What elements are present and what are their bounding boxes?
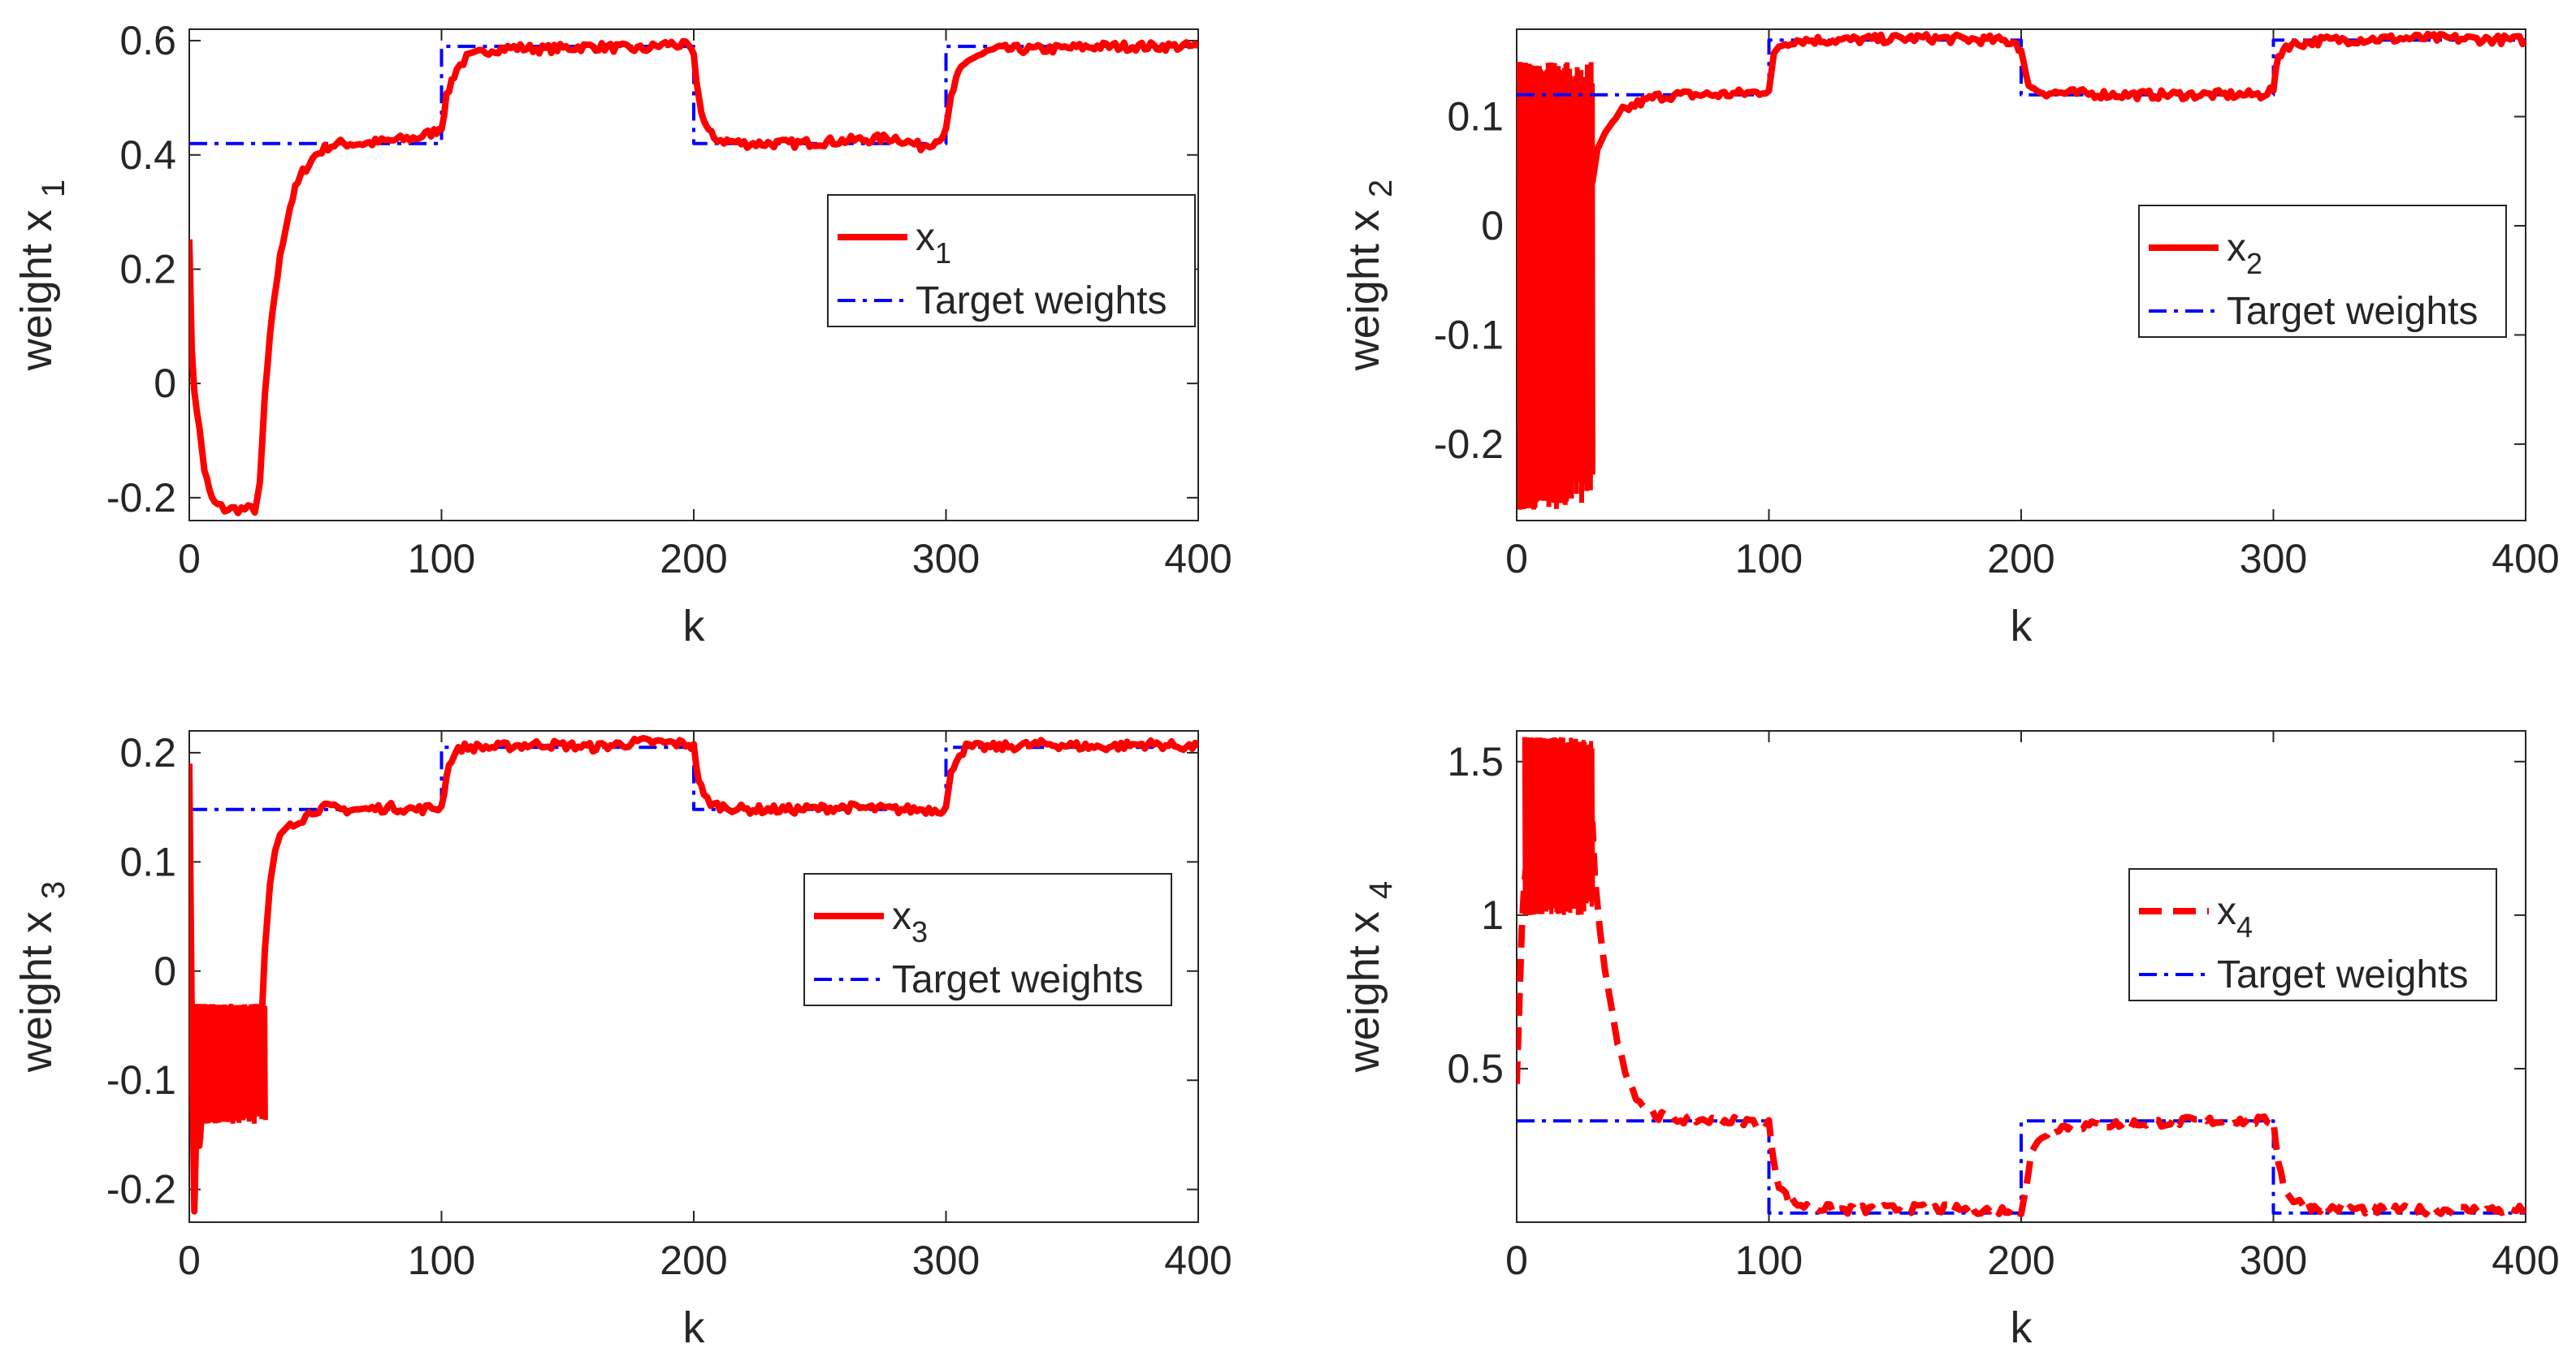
y-tick-label: 0.1 [119,839,176,884]
plot-content [189,735,1198,1215]
legend-label-main: Target weights [916,279,1167,322]
legend-label: Target weights [2227,290,2479,333]
legend-label: Target weights [916,279,1167,322]
y-tick-label: 1.5 [1447,739,1504,784]
legend: x4 Target weights [2128,868,2497,1001]
legend-label-sub: 2 [2246,247,2262,280]
x-tick-label: 100 [408,1238,475,1283]
y-tick-label: 0.1 [1447,94,1504,140]
series-line-x3 [189,735,1198,1215]
legend-label: Target weights [2217,953,2469,996]
y-axis-label: weight x 1 [12,179,71,371]
x-tick-label: 0 [178,536,201,581]
x-tick-label: 300 [2240,536,2307,581]
legend-label-main: x [2227,227,2246,270]
y-tick-label: 1 [1481,892,1504,938]
y-tick-label: 0 [154,361,176,406]
plot-content [1517,30,2526,510]
oscillation-band [1522,737,1595,915]
legend-label: x3 [892,895,928,949]
series-line-x1 [189,37,1198,516]
x-tick-label: 0 [178,1238,201,1283]
legend-label-main: Target weights [892,958,1144,1001]
y-tick-label: 0.4 [119,132,176,178]
x-tick-label: 0 [1505,536,1528,581]
legend-label-main: x [2217,890,2236,933]
x-tick-label: 200 [1987,1238,2054,1283]
x-tick-label: 400 [2492,536,2559,581]
series-line-x2 [1517,30,2526,186]
series-line-x4 [1517,819,2526,1218]
legend-box [803,873,1172,1006]
y-tick-label: -0.2 [106,475,176,521]
legend-box [827,194,1196,327]
y-tick-label: 0.2 [119,730,176,776]
y-tick-label: -0.2 [106,1167,176,1212]
legend-label: x4 [2217,890,2253,944]
x-tick-label: 200 [660,1238,727,1283]
x-tick-label: 100 [1735,1238,1803,1283]
legend-label-main: Target weights [2217,953,2469,996]
plot-content [1517,737,2526,1218]
legend-label-main: x [916,216,935,259]
y-tick-label: 0.2 [119,246,176,292]
x-tick-label: 300 [912,536,980,581]
x-tick-label: 400 [1164,1238,1232,1283]
legend-box [2138,205,2507,338]
y-axis-label-sub: 2 [1363,179,1399,197]
legend: x3 Target weights [803,873,1172,1006]
y-axis-label-sub: 1 [36,179,71,197]
legend-label-sub: 3 [911,915,928,949]
y-tick-label: 0 [1481,203,1504,249]
y-axis-label-main: weight x [1340,197,1388,371]
x-axis-label: k [2011,1303,2033,1352]
plot-content [189,37,1198,516]
x-axis-label: k [683,602,706,650]
x-tick-label: 0 [1505,1238,1528,1283]
x-tick-label: 200 [1987,536,2054,581]
legend: x1 Target weights [827,194,1196,327]
oscillation-band [1517,62,1595,510]
legend-label: Target weights [892,958,1144,1001]
y-tick-label: 0.6 [119,18,176,63]
x-tick-label: 300 [2240,1238,2307,1283]
y-tick-label: -0.2 [1434,421,1504,467]
legend-label-main: Target weights [2227,290,2479,333]
y-axis-label: weight x 2 [1340,179,1399,371]
x-tick-label: 200 [660,536,727,581]
legend-label: x2 [2227,227,2262,280]
y-axis-label-main: weight x [1340,899,1388,1073]
y-tick-label: 0 [154,949,176,994]
y-axis-label-main: weight x [12,899,61,1073]
x-axis-label: k [2011,602,2033,650]
legend-box [2128,868,2497,1001]
x-tick-label: 300 [912,1238,980,1283]
y-axis-label-sub: 3 [36,881,71,899]
x-tick-label: 400 [1164,536,1232,581]
legend: x2 Target weights [2138,205,2507,338]
legend-label-sub: 1 [935,236,951,270]
y-tick-label: -0.1 [1434,312,1504,357]
y-axis-label-sub: 4 [1363,881,1399,899]
legend-label-main: x [892,895,911,938]
y-axis-label: weight x 4 [1340,881,1399,1073]
legend-label-sub: 4 [2236,910,2253,944]
y-axis-label-main: weight x [12,197,61,371]
y-tick-label: 0.5 [1447,1046,1504,1091]
y-tick-label: -0.1 [106,1057,176,1103]
x-axis-label: k [683,1303,706,1352]
x-tick-label: 100 [408,536,475,581]
x-tick-label: 400 [2492,1238,2559,1283]
x-tick-label: 100 [1735,536,1803,581]
y-axis-label: weight x 3 [12,881,71,1073]
legend-label: x1 [916,216,951,270]
